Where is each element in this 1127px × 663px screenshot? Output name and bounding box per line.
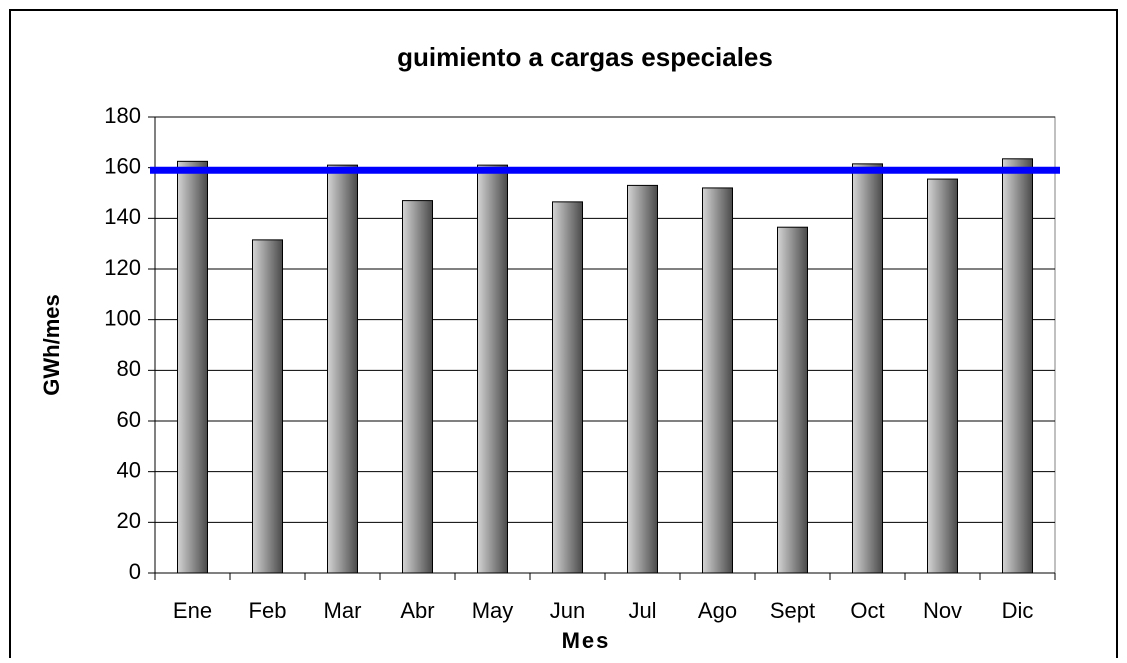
chart-title: guimiento a cargas especiales <box>397 42 773 72</box>
y-tick-label: 0 <box>129 559 141 584</box>
x-tick-label: May <box>472 598 514 623</box>
y-tick-label: 20 <box>117 508 141 533</box>
x-tick-label: Oct <box>850 598 884 623</box>
x-tick-label: Abr <box>400 598 434 623</box>
bar <box>552 201 583 574</box>
y-tick-label: 140 <box>104 204 141 229</box>
x-tick-label: Ene <box>173 598 212 623</box>
y-tick-label: 120 <box>104 255 141 280</box>
x-axis-title: Mes <box>562 628 611 653</box>
bar <box>1002 158 1033 574</box>
y-tick-label: 40 <box>117 457 141 482</box>
y-tick-label: 60 <box>117 407 141 432</box>
bar <box>252 239 283 574</box>
x-tick-label: Nov <box>923 598 962 623</box>
x-tick-label: Dic <box>1002 598 1034 623</box>
y-axis-title: GWh/mes <box>39 294 64 395</box>
y-tick-label: 80 <box>117 356 141 381</box>
y-tick-label: 160 <box>104 153 141 178</box>
bar <box>927 178 958 574</box>
x-tick-label: Ago <box>698 598 737 623</box>
bar <box>477 164 508 574</box>
y-tick-label: 100 <box>104 305 141 330</box>
bar <box>327 164 358 574</box>
bar <box>177 160 208 574</box>
y-tick-label: 180 <box>104 103 141 128</box>
plot-background <box>154 116 1056 574</box>
x-tick-label: Jul <box>628 598 656 623</box>
x-tick-label: Feb <box>249 598 287 623</box>
x-tick-label: Jun <box>550 598 585 623</box>
x-tick-label: Sept <box>770 598 815 623</box>
plot-area: 0 20 40 60 80 100 120 140 160 180 Ene Feb Mar Abr May J… <box>104 103 1060 623</box>
bar <box>702 187 733 574</box>
bar <box>777 226 808 574</box>
bar <box>852 163 883 574</box>
x-tick-label: Mar <box>324 598 362 623</box>
bar <box>627 184 658 574</box>
bar <box>402 200 433 574</box>
